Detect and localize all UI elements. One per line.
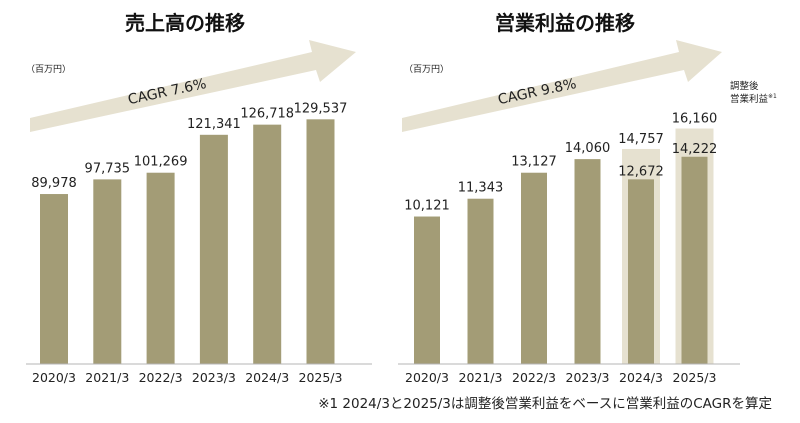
adjusted-label-mark: ※1 [768, 93, 777, 100]
profit-value-label: 11,343 [458, 181, 504, 196]
sales-value-label: 121,341 [187, 117, 241, 132]
sales-unit-label: （百万円） [26, 64, 71, 75]
sales-tick-labels: 2020/3 2021/3 2022/3 2023/3 2024/3 2025/3 [32, 370, 342, 385]
sales-tick-label: 2024/3 [245, 370, 289, 385]
profit-tick-label: 2024/3 [619, 370, 663, 385]
sales-cagr-label: CAGR 7.6% [127, 76, 208, 108]
sales-chart-title: 売上高の推移 [125, 11, 245, 35]
profit-bar-2024-3 [628, 179, 654, 364]
sales-bar-2020-3 [40, 194, 68, 364]
adjusted-label-line1: 調整後 [730, 80, 759, 92]
profit-bars [414, 128, 714, 364]
sales-bars [40, 119, 335, 365]
sales-chart: CAGR 7.6% 売上高の推移 （百万円） 89,978 97,735 101,2… [26, 11, 372, 385]
adjusted-label-line2: 営業利益※1 [730, 93, 777, 105]
profit-bar-2022-3 [521, 172, 547, 364]
adjusted-label-text: 営業利益 [730, 93, 769, 105]
profit-tick-label: 2020/3 [405, 370, 449, 385]
profit-bar-2021-3 [467, 198, 494, 364]
sales-cagr-arrow [30, 40, 356, 132]
sales-tick-label: 2025/3 [299, 370, 343, 385]
sales-tick-label: 2020/3 [32, 370, 76, 385]
operating-profit-chart: CAGR 9.8% 営業利益の推移 （百万円） 調整後 営業利益※1 10,12… [398, 11, 777, 385]
sales-value-label: 89,978 [31, 176, 77, 191]
profit-value-labels: 10,121 11,343 13,127 14,060 14,757 12,672 16,1… [404, 112, 717, 214]
sales-tick-label: 2021/3 [85, 370, 129, 385]
profit-value-label: 12,672 [618, 164, 664, 179]
adjusted-profit-value-label: 16,160 [672, 112, 718, 127]
footnote: ※1 2024/3と2025/3は調整後営業利益をベースに営業利益のCAGRを算… [318, 396, 772, 412]
profit-bar-2023-3 [574, 159, 601, 364]
sales-tick-label: 2022/3 [139, 370, 183, 385]
profit-cagr-label: CAGR 9.8% [497, 76, 578, 108]
profit-chart-title: 営業利益の推移 [495, 11, 635, 35]
sales-tick-label: 2023/3 [192, 370, 236, 385]
sales-bar-2022-3 [146, 172, 175, 364]
sales-value-label: 101,269 [134, 155, 188, 170]
sales-value-label: 129,537 [294, 101, 348, 116]
sales-bar-2024-3 [253, 124, 282, 365]
sales-value-label: 126,718 [240, 107, 294, 122]
profit-value-label: 14,060 [565, 141, 611, 156]
profit-bar-2025-3 [681, 156, 708, 364]
sales-bar-2025-3 [306, 119, 335, 364]
profit-tick-label: 2022/3 [512, 370, 556, 385]
adjusted-profit-value-label: 14,757 [618, 132, 664, 147]
profit-tick-labels: 2020/3 2021/3 2022/3 2023/3 2024/3 2025/3 [405, 370, 716, 385]
profit-tick-label: 2025/3 [673, 370, 717, 385]
profit-unit-label: （百万円） [404, 64, 449, 75]
sales-value-label: 97,735 [85, 161, 131, 176]
profit-tick-label: 2021/3 [459, 370, 503, 385]
profit-value-label: 10,121 [404, 199, 450, 214]
profit-value-label: 13,127 [511, 155, 557, 170]
profit-value-label: 14,222 [672, 142, 718, 157]
profit-cagr-arrow [402, 40, 722, 132]
sales-bar-2021-3 [93, 179, 122, 364]
profit-tick-label: 2023/3 [566, 370, 610, 385]
sales-bar-2023-3 [199, 134, 228, 364]
profit-bar-2020-3 [414, 216, 440, 364]
